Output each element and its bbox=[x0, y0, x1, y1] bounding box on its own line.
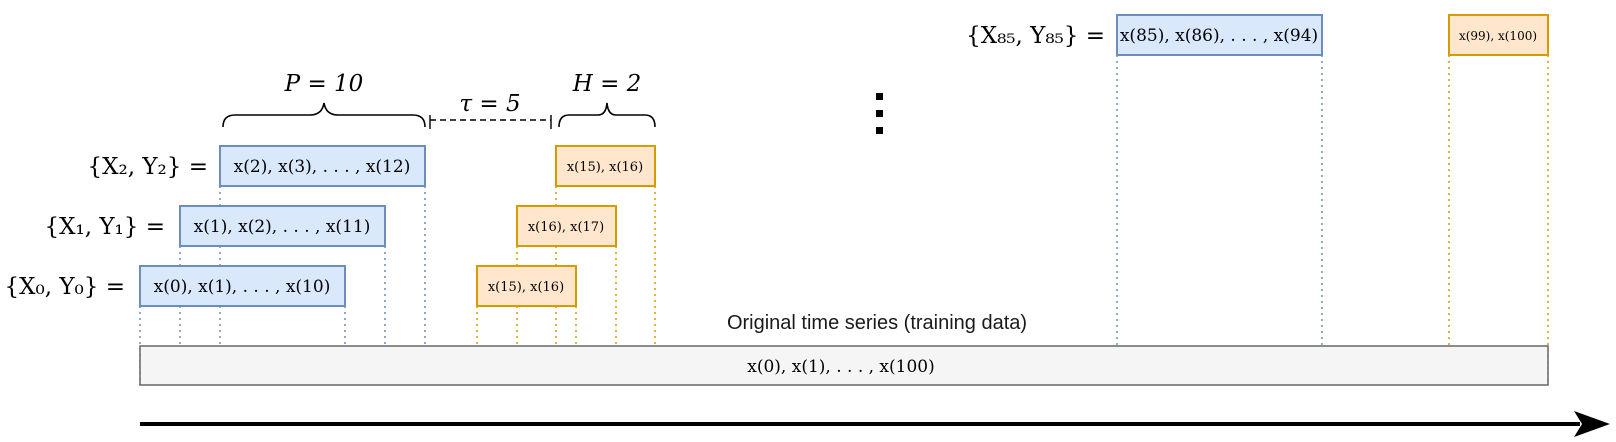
series-title: Original time series (training data) bbox=[727, 312, 1027, 334]
window-0: x(0), x(1), . . . , x(10) x(15), x(16) bbox=[139, 265, 577, 307]
input-box bbox=[179, 205, 386, 247]
window-label-2: {X₂, Y₂} = bbox=[88, 154, 208, 180]
series-box bbox=[139, 345, 1549, 386]
window-label-85: {X₈₅, Y₈₅} = bbox=[966, 23, 1105, 49]
target-box bbox=[555, 145, 656, 187]
tau-span bbox=[429, 115, 552, 129]
window-label-1: {X₁, Y₁} = bbox=[45, 214, 165, 240]
input-box bbox=[219, 145, 426, 187]
vertical-ellipsis bbox=[876, 93, 883, 134]
target-box bbox=[1448, 14, 1549, 56]
time-arrow bbox=[140, 411, 1610, 437]
h-brace bbox=[558, 102, 656, 128]
target-guide-lines bbox=[476, 55, 1549, 385]
p-label: P = 10 bbox=[284, 71, 364, 97]
window-1: x(1), x(2), . . . , x(11) x(16), x(17) bbox=[179, 205, 617, 247]
target-box bbox=[476, 265, 577, 307]
h-label: H = 2 bbox=[572, 71, 642, 97]
target-box-text: x(99), x(100) bbox=[1459, 29, 1537, 43]
p-brace bbox=[222, 102, 426, 128]
input-box-text: x(85), x(86), . . . , x(94) bbox=[1120, 26, 1318, 46]
tau-label: τ = 5 bbox=[459, 91, 520, 117]
target-box-text: x(15), x(16) bbox=[567, 160, 643, 175]
target-box-text: x(15), x(16) bbox=[488, 280, 564, 295]
target-box-text: x(16), x(17) bbox=[528, 220, 604, 235]
window-label-0: {X₀, Y₀} = bbox=[5, 274, 125, 300]
input-box-text: x(1), x(2), . . . , x(11) bbox=[194, 217, 371, 237]
input-box-text: x(2), x(3), . . . , x(12) bbox=[234, 157, 411, 177]
input-box-text: x(0), x(1), . . . , x(10) bbox=[154, 277, 331, 297]
series-content: x(0), x(1), . . . , x(100) bbox=[747, 357, 934, 377]
input-box bbox=[139, 265, 346, 307]
brace-group bbox=[222, 102, 656, 129]
window-85: x(85), x(86), . . . , x(94) x(99), x(100… bbox=[1116, 14, 1549, 56]
input-box bbox=[1116, 14, 1323, 56]
target-box bbox=[516, 205, 617, 247]
window-2: x(2), x(3), . . . , x(12) x(15), x(16) bbox=[219, 145, 656, 187]
